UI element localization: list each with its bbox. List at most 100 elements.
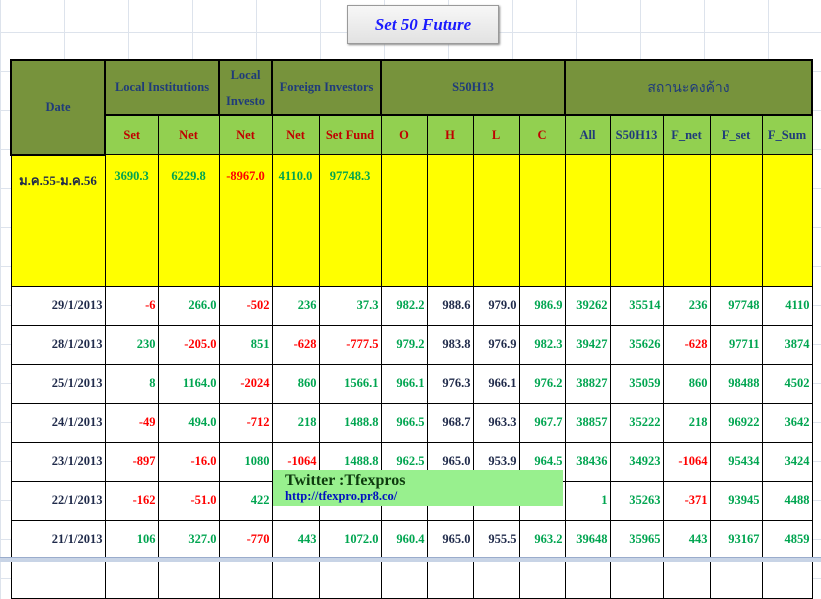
- summary-cell: [761, 154, 813, 287]
- summary-cell: [709, 154, 763, 287]
- table-cell: [518, 558, 566, 599]
- table-cell: [380, 558, 428, 599]
- column-header: C: [518, 114, 566, 155]
- column-header: Net: [157, 114, 220, 155]
- table-cell: 97711: [709, 324, 763, 365]
- table-cell: [426, 558, 474, 599]
- table-cell: 35626: [609, 324, 664, 365]
- table-cell: [218, 558, 273, 599]
- table-cell: 960.4: [380, 519, 428, 560]
- table-cell: 494.0: [157, 402, 220, 443]
- table-cell: [609, 558, 664, 599]
- row-date: 23/1/2013: [10, 441, 106, 482]
- table-cell: -371: [662, 480, 711, 521]
- table-cell: 988.6: [426, 285, 474, 326]
- table-cell: 976.2: [518, 363, 566, 404]
- table-cell: -502: [218, 285, 273, 326]
- table-cell: -49: [104, 402, 159, 443]
- summary-cell: [518, 154, 566, 287]
- table-cell: 860: [662, 363, 711, 404]
- table-cell: -51.0: [157, 480, 220, 521]
- twitter-handle: Twitter :Tfexpros: [285, 472, 406, 490]
- table-cell: 4502: [761, 363, 813, 404]
- table-cell: 963.2: [518, 519, 566, 560]
- table-cell: 34923: [609, 441, 664, 482]
- website-link[interactable]: http://tfexpro.pr8.co/: [285, 488, 398, 503]
- table-cell: -2024: [218, 363, 273, 404]
- table-cell: -770: [218, 519, 273, 560]
- column-header: F_Sum: [761, 114, 813, 155]
- header-foreign-investors: Foreign Investors: [271, 59, 382, 116]
- table-cell: -16.0: [157, 441, 220, 482]
- table-cell: 443: [662, 519, 711, 560]
- table-cell: 982.2: [380, 285, 428, 326]
- table-cell: 979.0: [472, 285, 520, 326]
- table-cell: -712: [218, 402, 273, 443]
- table-cell: 1566.1: [318, 363, 382, 404]
- table-cell: -897: [104, 441, 159, 482]
- row-date: 29/1/2013: [10, 285, 106, 326]
- table-cell: 106: [104, 519, 159, 560]
- summary-cell: [662, 154, 711, 287]
- summary-cell: [472, 154, 520, 287]
- table-cell: 1080: [218, 441, 273, 482]
- table-cell: 39427: [564, 324, 611, 365]
- column-header: L: [472, 114, 520, 155]
- table-cell: 218: [662, 402, 711, 443]
- column-header: All: [564, 114, 611, 155]
- table-cell: 230: [104, 324, 159, 365]
- table-cell: 35059: [609, 363, 664, 404]
- table-cell: 1488.8: [318, 402, 382, 443]
- summary-cell: [564, 154, 611, 287]
- table-cell: 236: [271, 285, 320, 326]
- table-cell: 93945: [709, 480, 763, 521]
- table-cell: 860: [271, 363, 320, 404]
- summary-period: ม.ค.55-ม.ค.56: [10, 154, 106, 287]
- table-cell: 966.1: [472, 363, 520, 404]
- table-cell: 968.7: [426, 402, 474, 443]
- table-cell: 97748: [709, 285, 763, 326]
- table-cell: 39262: [564, 285, 611, 326]
- table-cell: 35965: [609, 519, 664, 560]
- summary-cell: -8967.0: [218, 154, 273, 287]
- table-cell: 966.5: [380, 402, 428, 443]
- table-cell: 39648: [564, 519, 611, 560]
- table-cell: 35222: [609, 402, 664, 443]
- table-cell: 976.3: [426, 363, 474, 404]
- set50-future-button[interactable]: Set 50 Future: [347, 5, 499, 44]
- table-cell: 422: [218, 480, 273, 521]
- row-date: 22/1/2013: [10, 480, 106, 521]
- column-header: Net: [218, 114, 273, 155]
- header-local-investors: Local Investo: [218, 59, 273, 116]
- table-cell: 96922: [709, 402, 763, 443]
- summary-cell: 6229.8: [157, 154, 220, 287]
- table-cell: 93167: [709, 519, 763, 560]
- table-row-empty: [10, 558, 813, 599]
- table-row: 28/1/2013 230 -205.0 851 -628 -777.5 979.2 983.…: [10, 324, 813, 365]
- table-cell: [10, 558, 106, 599]
- table-row: 24/1/2013 -49 494.0 -712 218 1488.8 966.5 968.7…: [10, 402, 813, 443]
- table-cell: 443: [271, 519, 320, 560]
- table-cell: 976.9: [472, 324, 520, 365]
- column-header: Set: [104, 114, 159, 155]
- column-header: H: [426, 114, 474, 155]
- table-cell: 1164.0: [157, 363, 220, 404]
- row-date: 28/1/2013: [10, 324, 106, 365]
- table-cell: 983.8: [426, 324, 474, 365]
- row-date: 25/1/2013: [10, 363, 106, 404]
- table-cell: 35514: [609, 285, 664, 326]
- column-header: F_set: [709, 114, 763, 155]
- table-cell: [157, 558, 220, 599]
- table-cell: 982.3: [518, 324, 566, 365]
- table-cell: 8: [104, 363, 159, 404]
- table-cell: 3642: [761, 402, 813, 443]
- table-cell: [104, 558, 159, 599]
- summary-cell: [609, 154, 664, 287]
- table-row: 25/1/2013 8 1164.0 -2024 860 1566.1 966.1 976.3…: [10, 363, 813, 404]
- horizontal-scrollbar[interactable]: [0, 557, 821, 562]
- table-cell: 966.1: [380, 363, 428, 404]
- table-cell: -628: [662, 324, 711, 365]
- summary-cell: [426, 154, 474, 287]
- summary-cell: 4110.0: [271, 154, 320, 287]
- column-header: S50H13: [609, 114, 664, 155]
